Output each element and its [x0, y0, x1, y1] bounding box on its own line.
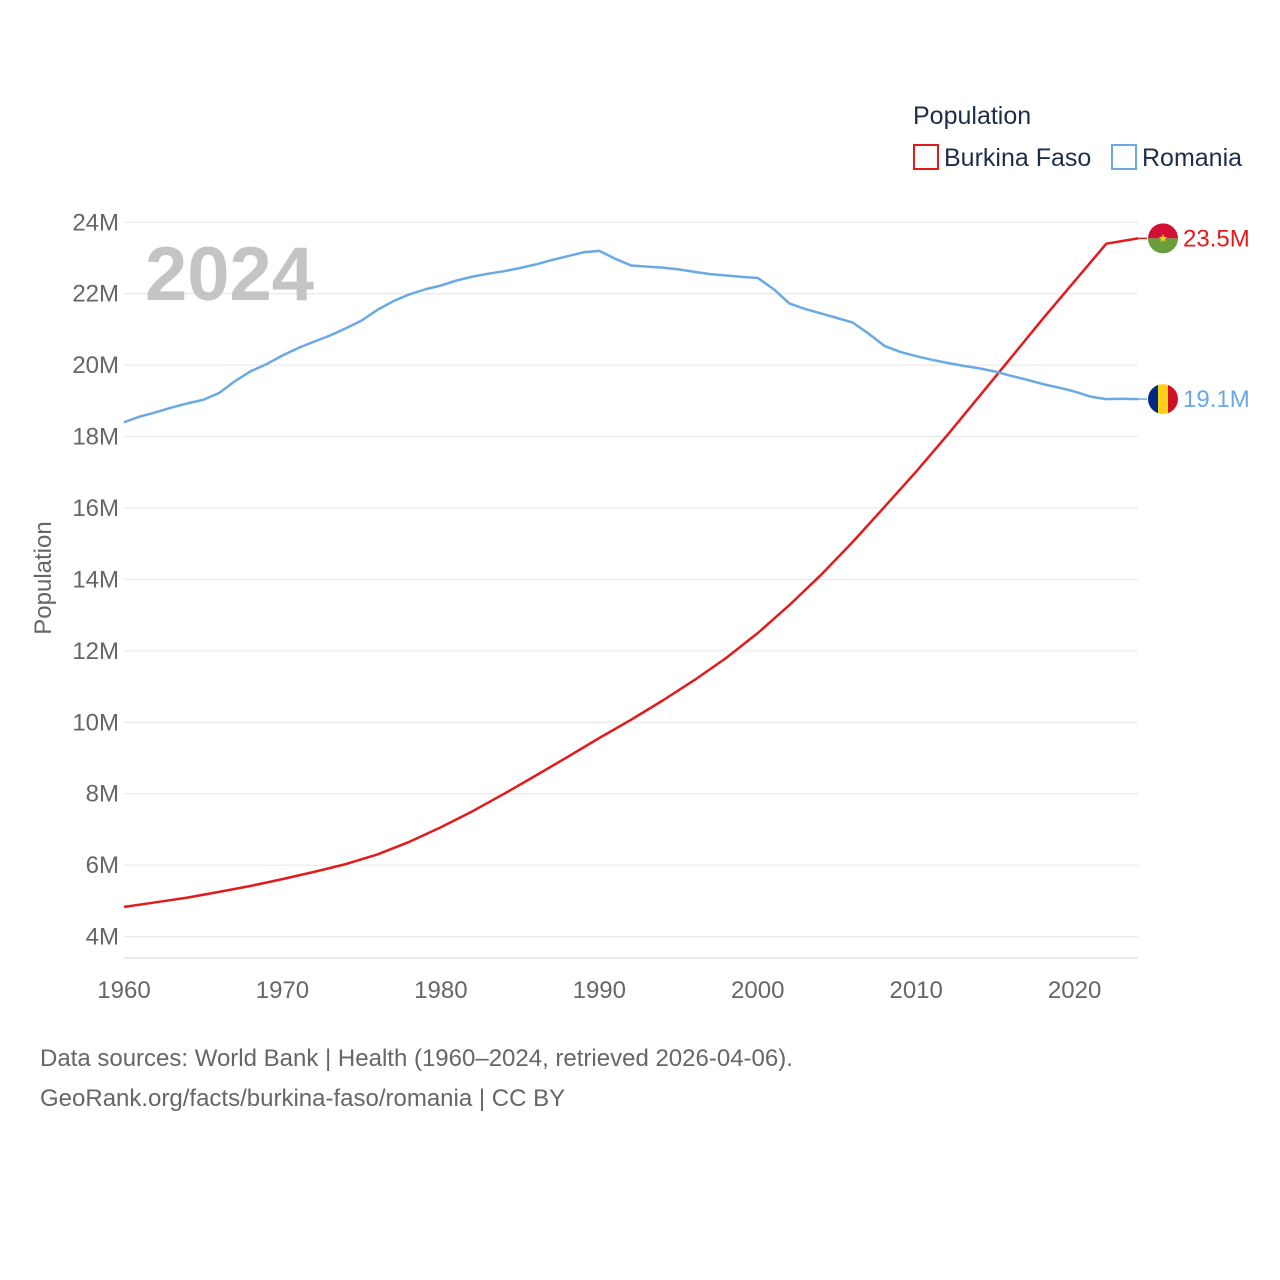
y-tick-label: 8M	[86, 781, 119, 808]
y-tick-label: 4M	[86, 924, 119, 951]
y-tick-label: 6M	[86, 852, 119, 879]
series-lines	[123, 237, 1139, 909]
y-tick-label: 14M	[72, 566, 119, 593]
x-tick-label: 2020	[1048, 977, 1101, 1004]
year-watermark: 2024	[145, 232, 314, 317]
burkina-faso-flag-icon	[1148, 223, 1178, 254]
legend-label-burkina-faso: Burkina Faso	[944, 144, 1091, 172]
y-tick-label: 18M	[72, 424, 119, 451]
y-tick-label: 24M	[72, 209, 119, 236]
legend-swatch-burkina-faso	[913, 144, 939, 170]
y-tick-label: 22M	[72, 281, 119, 308]
series-line-romania[interactable]	[123, 249, 1139, 424]
y-tick-label: 12M	[72, 638, 119, 665]
axis-ticks: 4M 6M 8M 10M 12M 14M 16M 18M 20M 22M 24M 1960 1970 19…	[72, 209, 1101, 1004]
legend: Population Burkina Faso Romania	[913, 102, 1242, 172]
legend-swatch-romania	[1111, 144, 1137, 170]
series-line-burkina-faso[interactable]	[123, 237, 1139, 909]
y-tick-label: 10M	[72, 709, 119, 736]
legend-item-romania[interactable]: Romania	[1111, 144, 1242, 172]
legend-label-romania: Romania	[1142, 144, 1242, 172]
romania-flag-icon	[1148, 384, 1178, 415]
y-axis-title: Population	[30, 521, 57, 634]
grid-lines	[124, 221, 1138, 959]
x-tick-label: 1990	[573, 977, 626, 1004]
end-value-label-burkina-faso: 23.5M	[1183, 225, 1250, 252]
series-end-markers: 23.5M 19.1M	[1138, 223, 1250, 415]
end-value-label-romania: 19.1M	[1183, 386, 1250, 413]
x-tick-label: 1960	[97, 977, 150, 1004]
data-source-note: Data sources: World Bank | Health (1960–…	[40, 1045, 793, 1072]
x-tick-label: 1980	[414, 977, 467, 1004]
x-tick-label: 1970	[256, 977, 309, 1004]
legend-item-burkina-faso[interactable]: Burkina Faso	[913, 144, 1091, 172]
y-tick-label: 16M	[72, 495, 119, 522]
legend-title: Population	[913, 102, 1031, 130]
x-tick-label: 2010	[889, 977, 942, 1004]
y-tick-label: 20M	[72, 352, 119, 379]
x-tick-label: 2000	[731, 977, 784, 1004]
credit-link[interactable]: GeoRank.org/facts/burkina-faso/romania |…	[40, 1085, 566, 1112]
